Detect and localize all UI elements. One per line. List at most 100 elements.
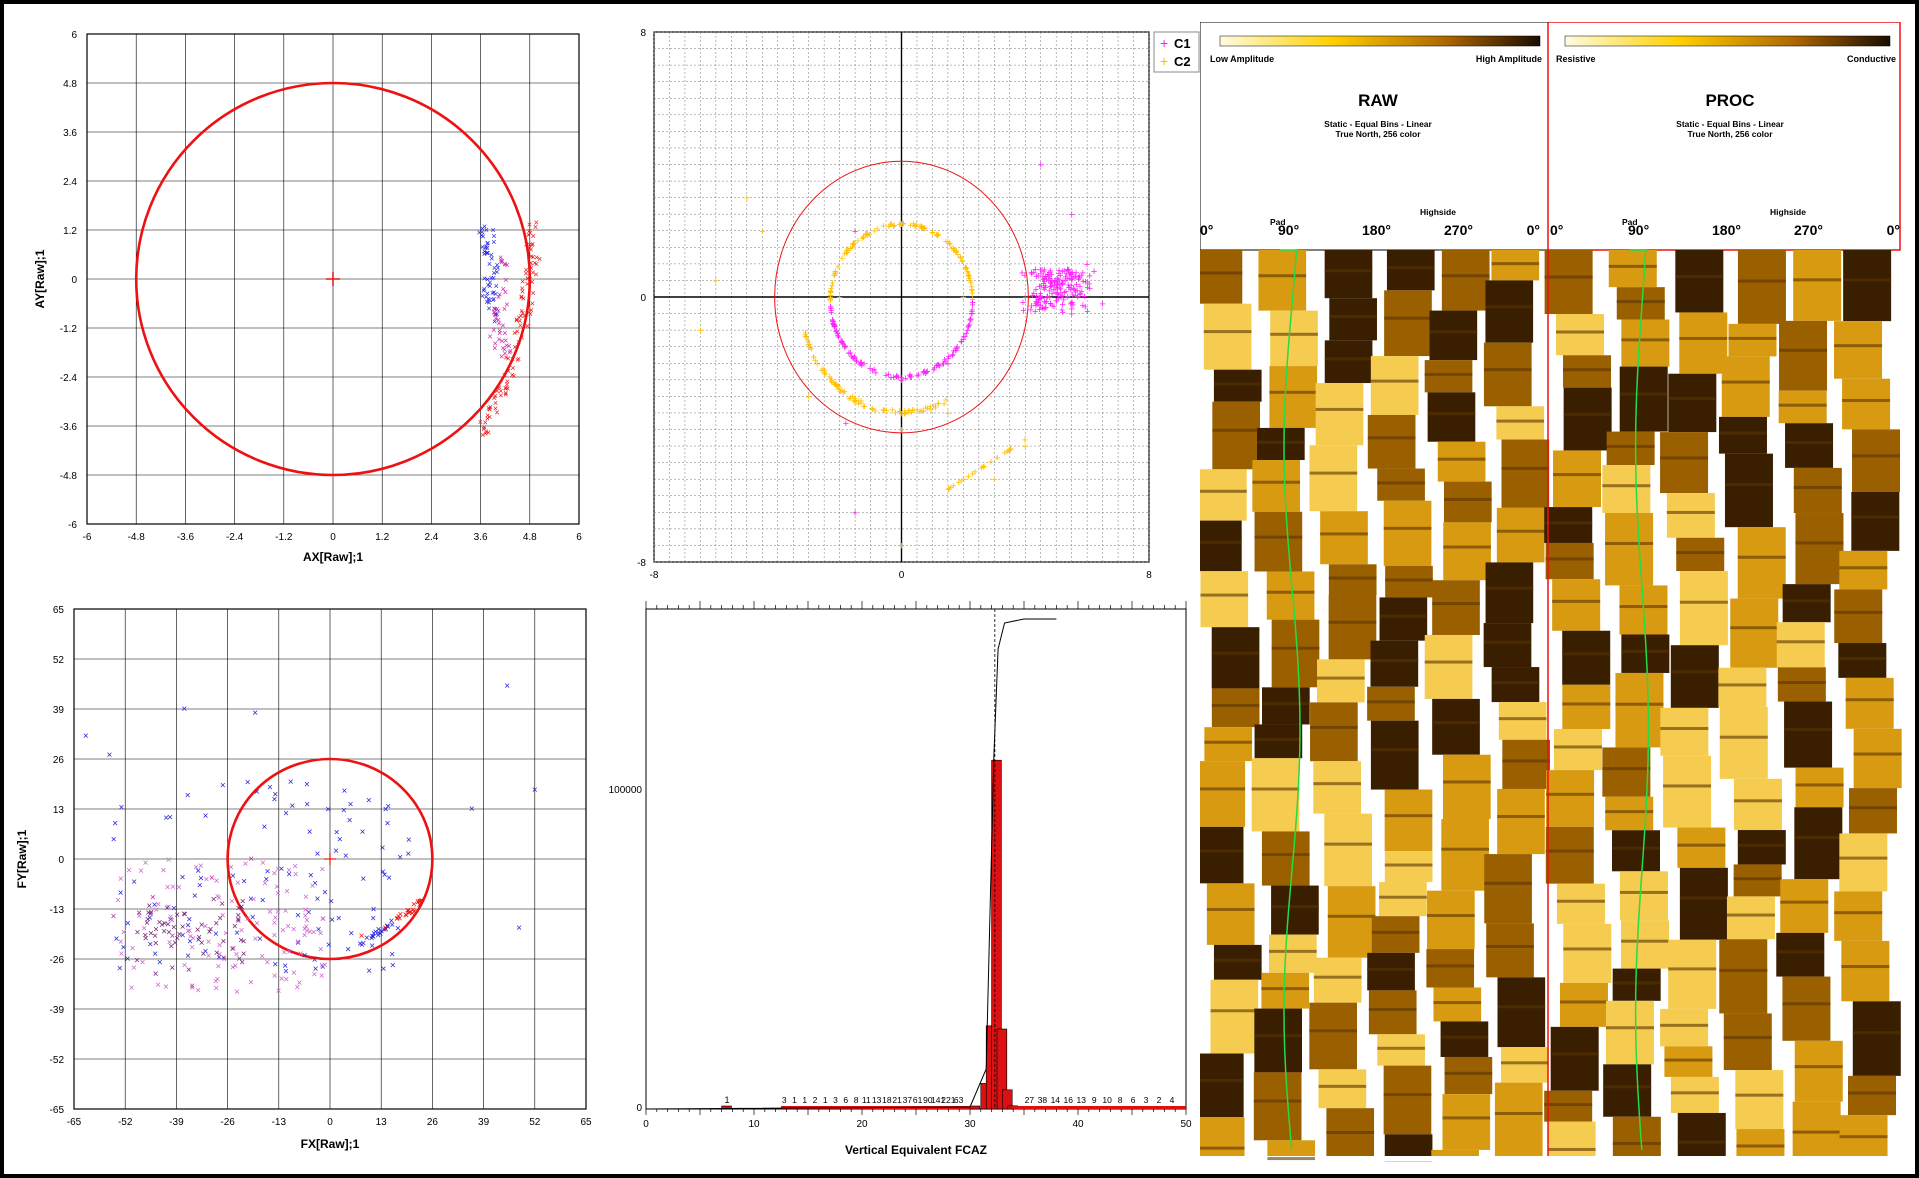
- proc-az-90: 90°: [1628, 222, 1649, 238]
- data-point: +: [1042, 282, 1048, 294]
- image-pad-segment: [1670, 645, 1719, 708]
- raw-pad1-trace: [1280, 249, 1301, 1151]
- data-point: +: [1080, 300, 1086, 312]
- data-point: ×: [264, 957, 270, 968]
- data-point: ×: [315, 849, 321, 860]
- data-point: +: [946, 483, 952, 495]
- y-tick-label: 0: [58, 855, 64, 866]
- image-pad-segment: [1379, 882, 1427, 917]
- image-pad-layer: [1544, 1103, 1593, 1107]
- data-point: ×: [131, 963, 137, 974]
- data-point: +: [952, 345, 958, 357]
- image-pad-layer: [1370, 748, 1419, 752]
- proc-az-180: 180°: [1712, 222, 1741, 238]
- y-tick-labels: 64.83.62.41.20-1.2-2.4-3.6-4.8-6: [60, 30, 78, 531]
- data-point: ×: [125, 919, 131, 930]
- image-pad-layer: [1737, 279, 1786, 283]
- data-point: ×: [498, 386, 503, 396]
- data-point: ×: [296, 978, 302, 989]
- data-point: +: [1077, 281, 1083, 293]
- y-tick-label: 8: [640, 28, 646, 39]
- data-point: ×: [182, 961, 188, 972]
- data-point: ×: [405, 906, 411, 917]
- data-point: +: [967, 315, 973, 327]
- image-pad-layer: [1559, 1000, 1608, 1004]
- image-pad-layer: [1491, 681, 1540, 685]
- data-point: +: [864, 229, 870, 241]
- image-pad-layer: [1328, 576, 1377, 580]
- data-point: ×: [174, 910, 180, 921]
- data-point: +: [1020, 297, 1026, 309]
- data-point: +: [897, 406, 903, 418]
- data-point: +: [851, 238, 857, 250]
- data-point: ×: [162, 918, 168, 929]
- data-point: ×: [181, 909, 187, 920]
- image-pad-segment: [1545, 826, 1594, 884]
- data-point: ×: [380, 843, 386, 854]
- data-point: +: [827, 295, 833, 307]
- data-point: ×: [171, 923, 177, 934]
- data-point: +: [836, 292, 842, 304]
- data-point: ×: [490, 225, 495, 235]
- image-pad-segment: [1726, 896, 1775, 940]
- data-point: ×: [517, 316, 522, 326]
- x-tick-label: 26: [427, 1117, 439, 1128]
- data-point: ×: [185, 951, 191, 962]
- data-point: ×: [234, 987, 240, 998]
- ax-ay-crossplot: -6 -4.8 -3.6 -2.4 -1.2 0 1.2 2.4 3.6 4.8 6 64.83.6…: [33, 30, 582, 564]
- data-point: ×: [170, 882, 176, 893]
- image-pad-layer: [1328, 620, 1377, 624]
- data-point: +: [1067, 282, 1073, 294]
- data-point: ×: [245, 778, 251, 789]
- data-point: ×: [153, 905, 159, 916]
- data-point: +: [871, 364, 877, 376]
- data-point: +: [1082, 301, 1088, 313]
- image-pad-segment: [1794, 1040, 1843, 1102]
- image-pad-segment: [1377, 1034, 1425, 1066]
- image-pad-layer: [1679, 336, 1728, 340]
- data-point: +: [957, 252, 963, 264]
- data-point: +: [1058, 291, 1064, 303]
- raw-scale-right: High Amplitude: [1476, 54, 1542, 64]
- data-point: +: [950, 349, 956, 361]
- data-point: +: [1048, 269, 1054, 281]
- image-pad-layer: [1843, 278, 1892, 282]
- data-point: ×: [284, 887, 290, 898]
- data-point: ×: [168, 912, 174, 923]
- data-point: ×: [484, 248, 489, 258]
- data-point: ×: [187, 937, 193, 948]
- image-pad-segment: [1563, 387, 1612, 451]
- data-point: +: [969, 306, 975, 318]
- image-pad-segment: [1843, 250, 1892, 322]
- image-pad-layer: [1211, 651, 1260, 655]
- data-point: +: [919, 222, 925, 234]
- y-tick-label: 39: [53, 705, 65, 716]
- raw-pad: Pad: [1270, 217, 1286, 227]
- image-pad-segment: [1603, 1064, 1652, 1117]
- image-pad-layer: [1839, 1135, 1888, 1139]
- data-point: +: [828, 374, 834, 386]
- data-point: ×: [521, 293, 526, 303]
- data-point: +: [854, 356, 860, 368]
- image-pad-layer: [1385, 578, 1433, 582]
- data-point: +: [969, 285, 975, 297]
- data-point: ×: [336, 913, 342, 924]
- data-point: +: [862, 228, 868, 240]
- data-point: ×: [502, 304, 507, 314]
- histogram-bar: [1013, 1106, 1186, 1109]
- data-point: ×: [491, 287, 496, 297]
- data-point: ×: [503, 287, 508, 297]
- data-point: +: [810, 351, 816, 363]
- data-point: +: [874, 224, 880, 236]
- data-point: ×: [334, 828, 340, 839]
- y-tick-label: 0: [640, 293, 646, 304]
- image-pad-segment: [1443, 754, 1491, 820]
- data-point: +: [1046, 292, 1052, 304]
- data-point: +: [898, 372, 904, 384]
- data-point: +: [1080, 276, 1086, 288]
- image-pad-segment: [1721, 356, 1770, 417]
- y-tick-label: 4.8: [63, 79, 77, 90]
- image-pad-segment: [1254, 1008, 1303, 1073]
- data-point: +: [960, 292, 966, 304]
